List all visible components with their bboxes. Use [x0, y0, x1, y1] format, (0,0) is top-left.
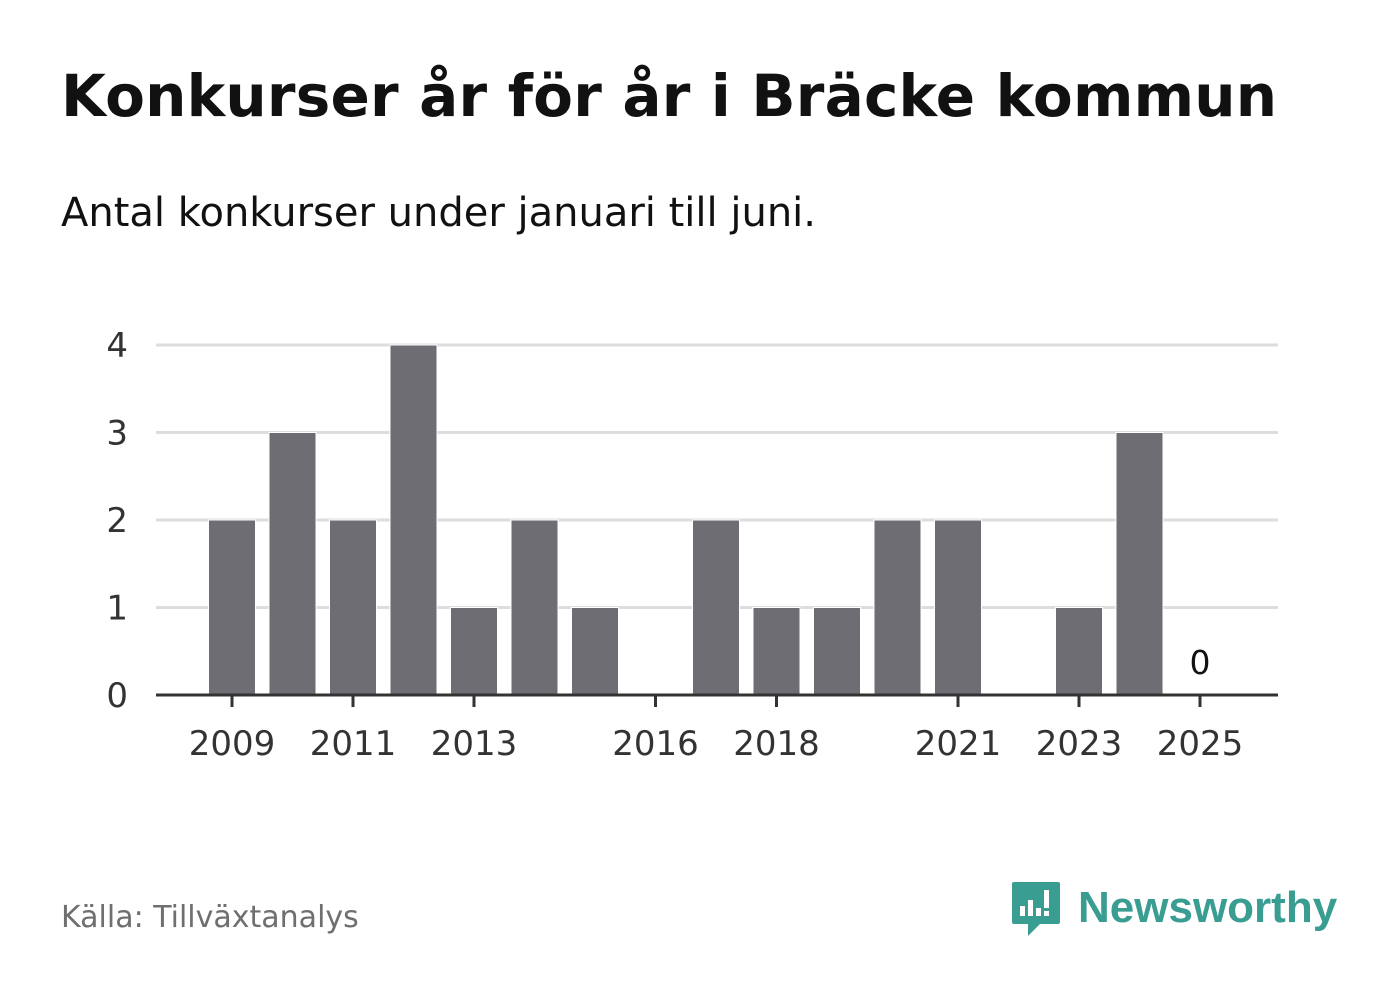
bar-2024 [1115, 432, 1164, 696]
source-note: Källa: Tillväxtanalys [61, 900, 359, 935]
labels: 0 1 2 3 4 2009 2011 2013 2016 2018 2021 2023 2025 0 [106, 326, 1243, 764]
bar-2023 [1055, 607, 1103, 696]
x-tick-label: 2011 [310, 724, 397, 764]
y-tick-label: 0 [106, 676, 128, 716]
bar-2018 [752, 607, 801, 696]
x-tick-label: 2018 [733, 724, 820, 764]
x-tick-label: 2025 [1157, 724, 1244, 764]
bar-2015 [571, 607, 619, 696]
bar-2010 [268, 432, 317, 696]
bar-2012 [389, 344, 438, 696]
axes [156, 693, 1278, 707]
x-tick-label: 2023 [1036, 724, 1123, 764]
x-tick-label: 2021 [915, 724, 1002, 764]
brand-name: Newsworthy [1078, 883, 1338, 932]
newsworthy-logo: Newsworthy [1010, 878, 1337, 938]
newsworthy-icon [1012, 882, 1060, 936]
data-label-2025: 0 [1190, 643, 1211, 682]
chart-subtitle: Antal konkurser under januari till juni. [61, 190, 816, 236]
chart-title: Konkurser år för år i Bräcke kommun [61, 62, 1278, 130]
x-tick-label: 2013 [431, 724, 518, 764]
bar-2013 [450, 607, 498, 696]
bar-2011 [329, 519, 377, 696]
bar-2014 [510, 519, 559, 696]
y-tick-label: 3 [106, 414, 128, 454]
bar-2017 [692, 519, 740, 696]
x-tick-label: 2009 [189, 724, 276, 764]
bar-2009 [208, 519, 256, 696]
x-tick-label: 2016 [612, 724, 699, 764]
y-tick-label: 1 [106, 589, 128, 629]
bar-2021 [934, 519, 982, 696]
bar-2019 [813, 607, 861, 696]
bar-2020 [873, 519, 922, 696]
y-tick-label: 2 [106, 501, 128, 541]
y-tick-label: 4 [106, 326, 128, 366]
